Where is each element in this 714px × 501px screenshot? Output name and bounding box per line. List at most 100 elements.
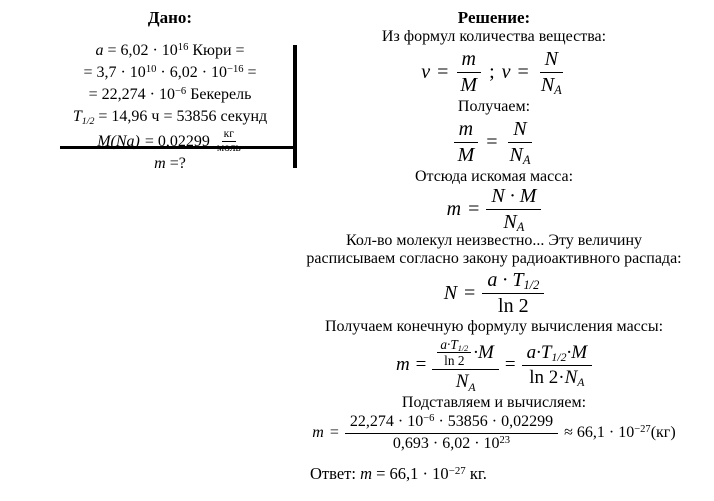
fraction-m-over-M: m M <box>453 117 480 168</box>
formula-decay-law: N = a · T1/2 ln 2 <box>296 268 692 318</box>
T-sub: 1/2 <box>523 278 540 293</box>
conversion-b: · 6,02 · 10 <box>156 64 228 81</box>
den-exponent: 23 <box>499 434 511 446</box>
result-exp: −6 <box>174 86 187 98</box>
step3-label: Отсюда искомая масса: <box>414 168 574 185</box>
conversion-exp2: −16 <box>227 64 244 76</box>
inner-denominator-ln2: ln 2 <box>444 353 465 369</box>
formula-numeric-calculation: m = 22,274 · 10−6 · 53856 · 0,02299 0,69… <box>296 412 692 454</box>
mass-var: m <box>395 354 410 375</box>
result-approx: ≈ 66,1 · 10 <box>564 424 635 441</box>
numeric-fraction: 22,274 · 10−6 · 53856 · 0,02299 0,693 · … <box>344 412 559 454</box>
den-part-a: 0,693 · 6,02 · 10 <box>392 434 500 452</box>
activity-line-2: = 3,7 · 1010 · 6,02 · 10−16 = <box>37 63 303 85</box>
nu-var-2: v <box>501 60 511 83</box>
ln2-times: ln 2· <box>529 366 565 388</box>
NA-base: N <box>509 143 523 166</box>
formula-equated-ratios: m M = N NA <box>296 116 692 168</box>
NA-sub: A <box>577 376 585 390</box>
numeric-numerator: 22,274 · 10−6 · 53856 · 0,02299 <box>344 412 559 434</box>
numerator-m: m <box>453 117 479 143</box>
num-part-b: · 53856 · 0,02299 <box>434 413 554 431</box>
NA-base: N <box>540 73 555 96</box>
mass-var: m <box>446 197 462 220</box>
halflife-line: T1/2 = 14,96 ч = 53856 секунд <box>37 107 303 129</box>
find-question: =? <box>165 155 186 172</box>
activity-unit: Кюри = <box>188 42 245 59</box>
step1-label: Из формул количества вещества: <box>381 28 607 45</box>
denominator-M: M <box>457 143 475 166</box>
step5-label: Получаем конечную формулу вычисления мас… <box>324 318 664 335</box>
NA-base: N <box>564 366 578 388</box>
denominator-M: M <box>460 73 478 96</box>
NA-base: N <box>503 210 517 233</box>
equals-sign: = <box>486 130 498 153</box>
activity-exponent: 16 <box>177 42 189 54</box>
equals-sign: = <box>464 281 476 304</box>
aT-base: a·T <box>440 336 458 352</box>
mass-var: m <box>360 464 372 483</box>
numerator-aT: a · T1/2 <box>482 268 545 294</box>
simplified-denominator: ln 2·NA <box>524 366 589 390</box>
given-bracket-vertical-rule <box>293 45 297 168</box>
solution-title: Решение: <box>457 8 531 27</box>
inner-numerator: a·T1/2 <box>437 336 472 354</box>
NA-sub: A <box>554 83 562 98</box>
formula-final-mass: m = a·T1/2 ln 2 ·M NA = a·T1/2·M ln 2·NA <box>296 336 692 394</box>
simplified-numerator: a·T1/2·M <box>521 341 593 366</box>
NA-base: N <box>455 371 469 393</box>
fraction-N-over-NA: N NA <box>536 47 567 98</box>
NA-sub: A <box>468 380 476 394</box>
molar-var: M(Na) <box>97 132 140 150</box>
T-sub: 1/2 <box>551 351 567 365</box>
equals-sign: = <box>517 60 529 83</box>
inner-fraction-aT-over-ln2: a·T1/2 ln 2 <box>437 336 472 369</box>
activity-line-3: = 22,274 · 10−6 Бекерель <box>37 85 303 107</box>
numerator-N: N <box>508 117 532 143</box>
times-M: ·M <box>566 341 588 363</box>
numeric-denominator: 0,693 · 6,02 · 1023 <box>388 434 515 454</box>
result-unit: (кг) <box>650 424 676 441</box>
given-lines: a = 6,02 · 1016 Кюри = = 3,7 · 1010 · 6,… <box>37 41 303 154</box>
semicolon: ; <box>489 60 495 83</box>
T-sub: 1/2 <box>457 344 469 354</box>
given-bracket-horizontal-rule <box>60 146 293 149</box>
equals-sign: = <box>437 60 449 83</box>
nu-var: v <box>421 60 431 83</box>
conversion-c: = <box>243 64 257 81</box>
numeric-result: ≈ 66,1 · 10−27(кг) <box>564 424 676 442</box>
mass-var: m <box>312 424 324 441</box>
num-part-a: 22,274 · 10 <box>349 413 424 431</box>
find-line: m =? <box>37 154 303 174</box>
formula-amount-of-substance: v = m M ; v = N NA <box>296 46 692 98</box>
molar-unit-fraction: кг моль <box>215 128 243 155</box>
activity-line-1: a = 6,02 · 1016 Кюри = <box>37 41 303 63</box>
NA-sub: A <box>516 220 525 235</box>
times-M: ·M <box>473 341 494 363</box>
result-unit: Бекерель <box>186 86 252 103</box>
answer-label: Ответ: <box>310 464 361 483</box>
unit-numerator: кг <box>221 128 236 142</box>
equals-sign: = <box>415 354 427 375</box>
halflife-value: = 14,96 ч = 53856 секунд <box>94 108 268 125</box>
NA-sub: A <box>522 153 531 168</box>
molar-value: = 0,02299 <box>144 132 210 150</box>
denominator-ln2: ln 2 <box>498 294 529 317</box>
numerator-N: N <box>539 47 563 73</box>
equals-sign: = <box>504 354 516 375</box>
fraction-m-over-M: m M <box>455 47 482 98</box>
num-exponent: −6 <box>423 413 435 425</box>
fraction-N-over-NA: N NA <box>505 117 536 168</box>
nested-numerator: a·T1/2 ln 2 ·M <box>432 336 499 371</box>
denominator-NA: NA <box>451 370 481 394</box>
answer-unit: кг. <box>465 464 487 483</box>
step6-label: Подставляем и вычисляем: <box>401 394 587 411</box>
equals-sign: = <box>468 197 480 220</box>
answer-value: = 66,1 · 10 <box>372 464 449 483</box>
denominator-NA: NA <box>536 73 567 98</box>
solution-section: Решение: Из формул количества вещества: … <box>296 8 692 486</box>
aT-base: a · T <box>487 268 524 291</box>
fraction-aT-over-ln2: a · T1/2 ln 2 <box>482 268 545 319</box>
denominator-NA: NA <box>498 210 529 235</box>
